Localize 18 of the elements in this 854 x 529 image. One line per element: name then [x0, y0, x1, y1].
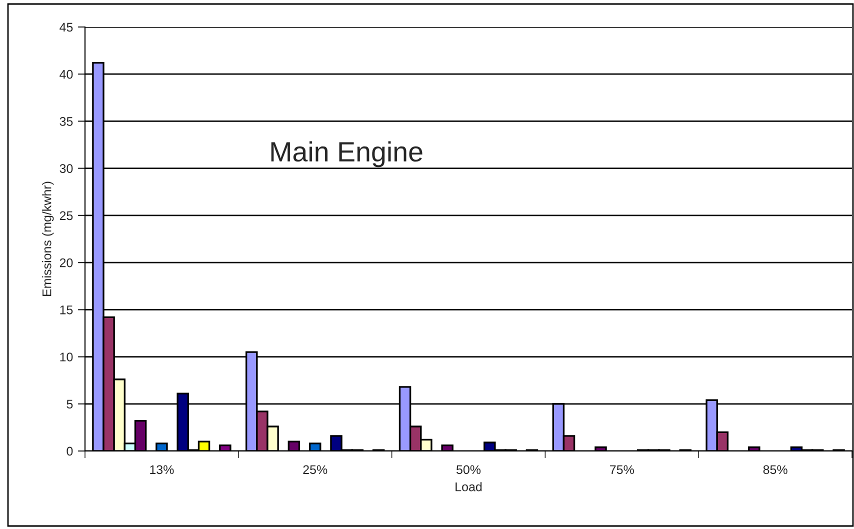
- y-tick-label: 45: [60, 22, 73, 32]
- y-tick-label: 25: [60, 211, 73, 220]
- y-tick-label: 40: [60, 70, 73, 79]
- x-tick-label: 75%: [610, 465, 634, 474]
- x-tick-label: 13%: [150, 465, 174, 474]
- y-tick-label: 15: [60, 306, 73, 314]
- y-tick-label: 35: [60, 117, 73, 126]
- x-tick-label: 25%: [303, 465, 328, 474]
- y-axis-title: Emissions (mg/kwhr): [42, 182, 54, 296]
- x-tick-label: 50%: [456, 465, 481, 474]
- y-tick-label: 20: [60, 258, 73, 268]
- y-tick-label: 5: [66, 400, 73, 409]
- y-tick-label: 30: [60, 164, 73, 173]
- text: Main Engine: [271, 141, 422, 168]
- y-tick-label: 10: [60, 352, 73, 362]
- x-axis-title: Load: [456, 482, 482, 492]
- y-tick-label: 0: [66, 446, 73, 456]
- x-tick-label: 85%: [763, 465, 788, 474]
